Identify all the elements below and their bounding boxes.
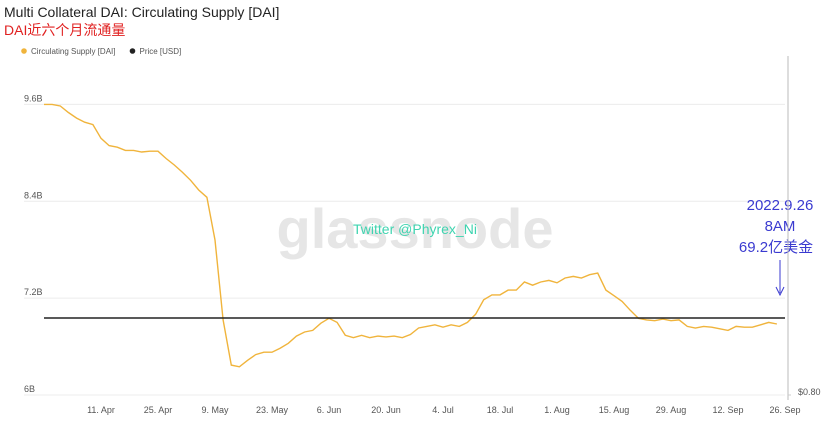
x-tick-label: 29. Aug [656,405,687,415]
x-tick-label: 11. Apr [87,405,115,415]
y-tick-label: 9.6B [24,93,43,103]
x-tick-label: 20. Jun [371,405,401,415]
chart-title: Multi Collateral DAI: Circulating Supply… [4,4,279,20]
x-tick-label: 6. Jun [317,405,342,415]
legend-label: Price [USD] [139,47,181,56]
y-tick-label: 6B [24,384,35,394]
legend-marker [21,48,27,54]
y-tick-label: 8.4B [24,190,43,200]
x-tick-label: 18. Jul [487,405,514,415]
annotation: 69.2亿美金 [739,239,813,256]
annotation: Twitter @Phyrex_Ni [353,221,477,237]
x-tick-label: 4. Jul [432,405,454,415]
legend-label: Circulating Supply [DAI] [31,47,115,56]
annotation: 8AM [765,218,796,235]
x-tick-label: 26. Sep [769,405,800,415]
x-tick-label: 15. Aug [599,405,630,415]
x-tick-label: 25. Apr [144,405,173,415]
x-tick-label: 12. Sep [712,405,743,415]
arrow-head [775,286,785,297]
y2-tick-label: $0.80 [798,387,821,397]
x-tick-label: 1. Aug [544,405,570,415]
y-tick-label: 7.2B [24,287,43,297]
annotation: 2022.9.26 [747,197,814,214]
series-line [44,103,778,368]
legend-marker [129,48,136,54]
watermark: glassnode [277,197,554,260]
x-tick-label: 23. May [256,405,289,415]
chart-subtitle: DAI近六个月流通量 [4,22,125,38]
x-tick-label: 9. May [201,405,229,415]
